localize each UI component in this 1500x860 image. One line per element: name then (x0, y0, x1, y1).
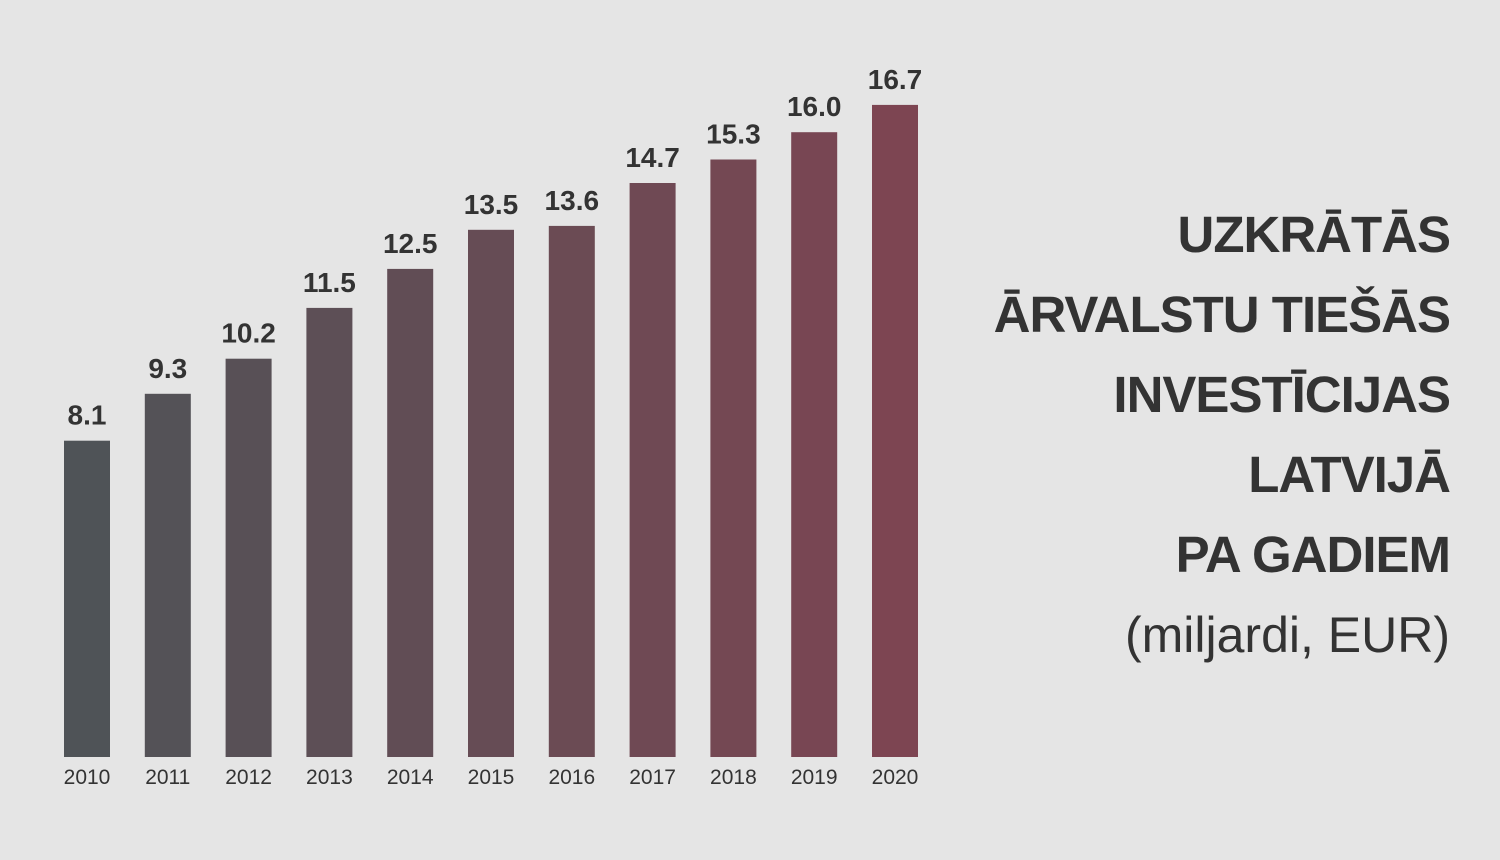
chart-title-line-2: ĀRVALSTU TIEŠĀS (993, 286, 1451, 343)
chart-title-block: UZKRĀTĀS ĀRVALSTU TIEŠĀS INVESTĪCIJAS LA… (930, 195, 1451, 675)
chart-title-line-3: INVESTĪCIJAS (1113, 366, 1451, 423)
bar-2019 (791, 132, 838, 757)
bar-value-label-2013: 11.5 (303, 267, 356, 298)
bar-2011 (144, 393, 191, 757)
bar-2017 (629, 183, 676, 757)
bar-2020 (872, 104, 918, 757)
chart-title-line-1: UZKRĀTĀS (1177, 206, 1451, 263)
bar-value-label-2010: 8.1 (68, 400, 107, 431)
x-tick-label-2010: 2010 (64, 766, 111, 789)
bar-2015 (468, 229, 514, 758)
bar-2018 (710, 159, 757, 757)
bar-2010 (64, 440, 110, 757)
x-tick-label-2015: 2015 (468, 766, 515, 789)
bar-value-label-2011: 9.3 (148, 353, 187, 384)
bar-chart: 8.1 2010 9.3 2011 10.2 2012 11.5 2013 12.5 2014 13… (64, 64, 923, 789)
bar-2012 (225, 358, 272, 757)
x-tick-label-2016: 2016 (548, 766, 595, 789)
x-tick-label-2011: 2011 (145, 766, 190, 789)
chart-subtitle: (miljardi, EUR) (1125, 607, 1450, 663)
chart-title-line-5: PA GADIEM (1175, 526, 1451, 583)
x-tick-label-2019: 2019 (791, 766, 838, 789)
bar-value-label-2018: 15.3 (706, 119, 761, 150)
x-tick-label-2018: 2018 (710, 766, 757, 789)
bar-value-label-2019: 16.0 (787, 91, 842, 122)
x-tick-label-2017: 2017 (629, 766, 676, 789)
bar-2014 (387, 268, 434, 757)
bar-value-label-2017: 14.7 (625, 142, 680, 173)
bar-2016 (548, 225, 595, 757)
bar-value-label-2020: 16.7 (868, 64, 923, 95)
x-tick-label-2020: 2020 (872, 766, 919, 789)
bar-value-label-2015: 13.5 (464, 189, 519, 220)
bar-value-label-2012: 10.2 (221, 318, 276, 349)
bar-value-label-2014: 12.5 (383, 228, 438, 259)
x-tick-label-2013: 2013 (306, 766, 353, 789)
bar-2013 (306, 307, 353, 757)
x-tick-label-2014: 2014 (387, 766, 434, 789)
bar-value-label-2016: 13.6 (545, 185, 600, 216)
chart-title-line-4: LATVIJĀ (1248, 446, 1451, 503)
x-tick-label-2012: 2012 (225, 766, 272, 789)
